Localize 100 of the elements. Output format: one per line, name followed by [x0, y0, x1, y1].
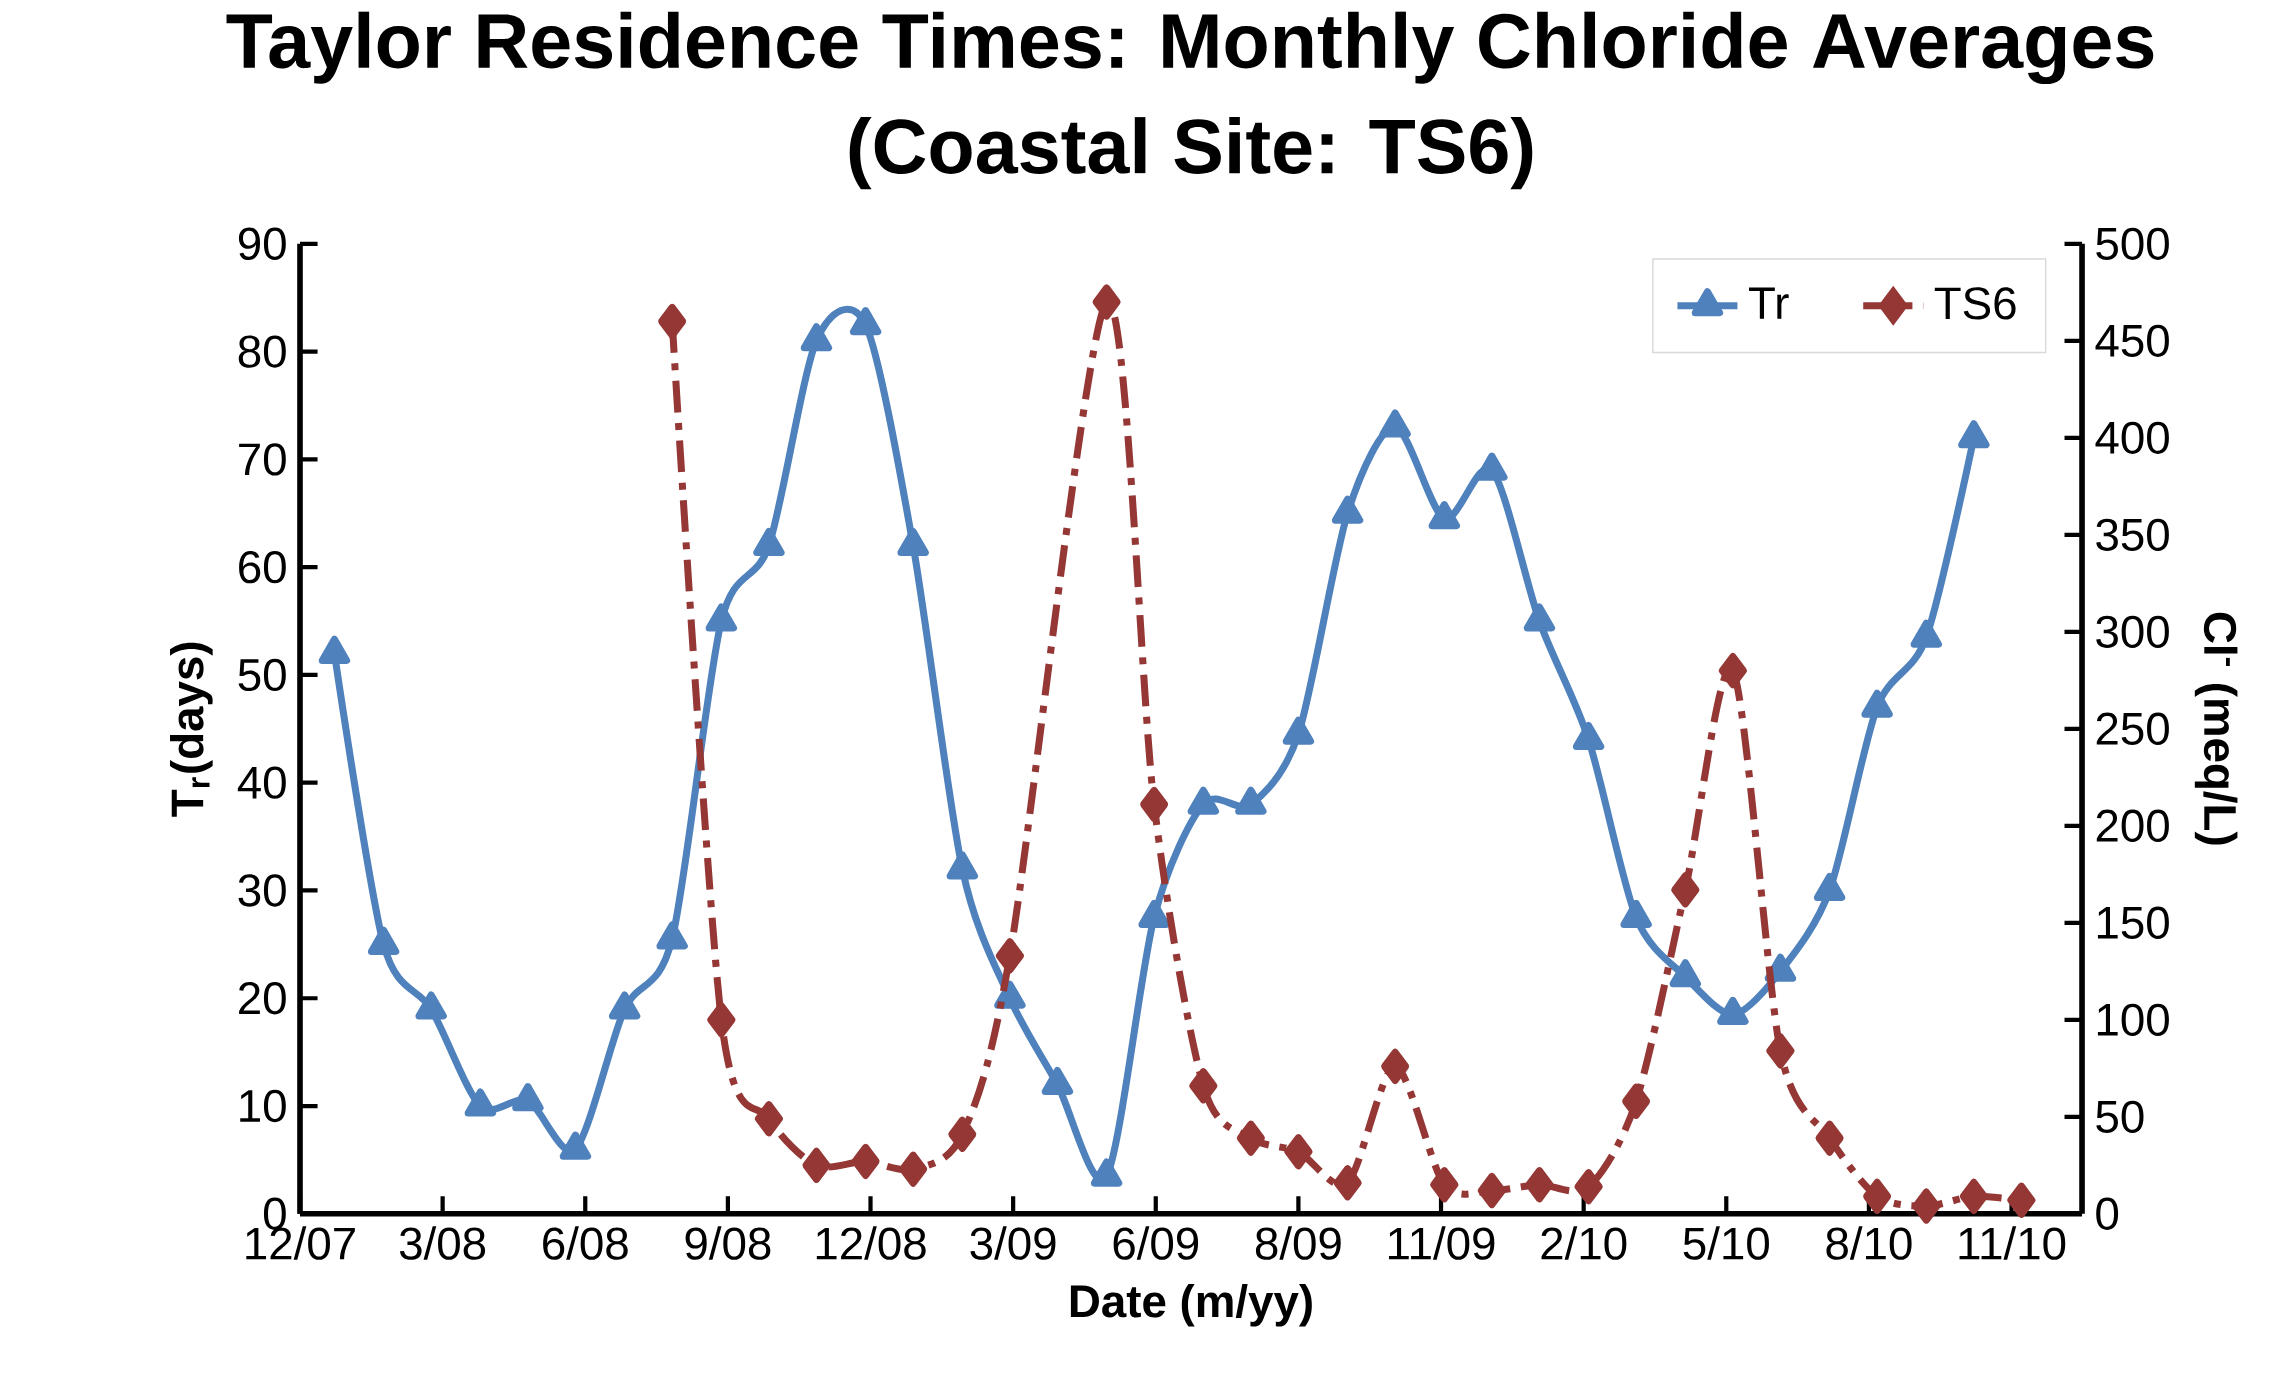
point [559, 1131, 592, 1160]
point [464, 1088, 497, 1117]
y-tick-label: 70 [239, 443, 286, 476]
point [1428, 501, 1461, 530]
point [1189, 1068, 1218, 1104]
point [608, 991, 641, 1020]
y-tick-label: 60 [239, 551, 286, 584]
y2-tick-label: 300 [2096, 615, 2169, 649]
point [1863, 1178, 1892, 1215]
point [948, 1116, 977, 1152]
y2-tick-label: 50 [2096, 1100, 2144, 1134]
point [1140, 786, 1169, 823]
point [1622, 1083, 1651, 1119]
point [754, 1101, 783, 1137]
point [705, 603, 738, 632]
x-tick-label: 3/08 [399, 1226, 486, 1260]
point [1379, 409, 1411, 438]
x-tick-label: 3/09 [970, 1226, 1056, 1260]
y-tick-label: 40 [237, 766, 286, 799]
x-tick-label: 12/08 [816, 1226, 926, 1260]
y2-tick-label: 200 [2096, 809, 2169, 843]
point [1764, 953, 1797, 982]
point [1430, 1167, 1459, 1203]
y2-tick-label: 500 [2096, 227, 2169, 261]
point [1187, 786, 1220, 815]
point [1766, 1033, 1795, 1069]
chart-subtitle: (Coastal Site: TS6) [849, 117, 1533, 190]
y2-tick-label: 350 [2096, 518, 2169, 552]
y2-tick-label: 150 [2097, 906, 2169, 940]
point [1912, 1188, 1941, 1224]
point [1813, 873, 1846, 902]
x-tick-label: 11/10 [1959, 1226, 2066, 1260]
point [849, 307, 882, 336]
y-tick-label: 50 [238, 658, 286, 692]
point [367, 926, 400, 955]
point [2007, 1182, 2036, 1218]
chart-title: Taylor Residence Times: Monthly Chloride Averages [226, 11, 2154, 85]
point [1041, 1067, 1074, 1096]
y2-axis-title: Cl$^{-}$ (meq/L) [2194, 612, 2238, 845]
point [1284, 1134, 1313, 1170]
y-tick-label: 10 [240, 1089, 286, 1123]
y2-tick-label: 0 [2096, 1197, 2119, 1231]
x-tick-label: 8/10 [1826, 1226, 1912, 1260]
point [800, 323, 833, 352]
point [707, 1002, 736, 1038]
legend-label: Tr [1749, 287, 1789, 319]
y-axis-title: T$_{r}$(days) [170, 642, 213, 817]
point [851, 1143, 880, 1180]
y-tick-label: 90 [238, 227, 286, 261]
x-tick-label: 6/09 [1113, 1226, 1199, 1260]
point [1861, 689, 1893, 718]
point [1477, 1173, 1506, 1209]
x-tick-label: 8/09 [1255, 1226, 1341, 1260]
point [1092, 284, 1121, 320]
point [1331, 495, 1364, 524]
point [1910, 619, 1942, 648]
legend-label: TS6 [1934, 287, 2016, 320]
y-tick-label: 20 [239, 982, 286, 1015]
point [1138, 899, 1170, 929]
point [1333, 1165, 1362, 1201]
point [1282, 716, 1315, 745]
point [1718, 653, 1747, 689]
point [1669, 959, 1701, 988]
point [656, 921, 688, 950]
y2-tick-label: 250 [2096, 712, 2169, 746]
point [1476, 452, 1508, 481]
point [946, 851, 979, 880]
x-tick-label: 9/08 [685, 1226, 771, 1260]
point [658, 303, 687, 340]
point [1235, 786, 1267, 815]
point [1959, 1178, 1988, 1215]
point [802, 1147, 831, 1183]
point [1620, 899, 1652, 929]
point [995, 938, 1024, 974]
point [897, 528, 929, 557]
point [1523, 603, 1556, 632]
point [1572, 722, 1605, 751]
point [1958, 420, 1990, 449]
point [899, 1151, 928, 1187]
point [1815, 1120, 1844, 1156]
point [1525, 1167, 1554, 1203]
point [415, 991, 447, 1020]
x-tick-label: 2/10 [1541, 1226, 1627, 1260]
point [318, 635, 351, 664]
x-tick-label: 6/08 [543, 1226, 628, 1260]
point [1381, 1048, 1410, 1085]
point [1671, 872, 1700, 908]
point [753, 528, 785, 557]
y-tick-label: 30 [238, 874, 286, 907]
point [1574, 1169, 1603, 1205]
x-tick-label: 11/09 [1389, 1226, 1495, 1260]
point [1236, 1120, 1265, 1156]
x-tick-label: 5/10 [1683, 1226, 1769, 1260]
y2-tick-label: 450 [2095, 324, 2169, 358]
point [1090, 1158, 1123, 1187]
y2-tick-label: 100 [2097, 1003, 2169, 1037]
point [1717, 996, 1749, 1026]
y2-tick-label: 400 [2095, 421, 2169, 455]
x-axis-title: Date (m/yy) [1070, 1283, 1312, 1327]
y-tick-label: 80 [238, 335, 286, 368]
